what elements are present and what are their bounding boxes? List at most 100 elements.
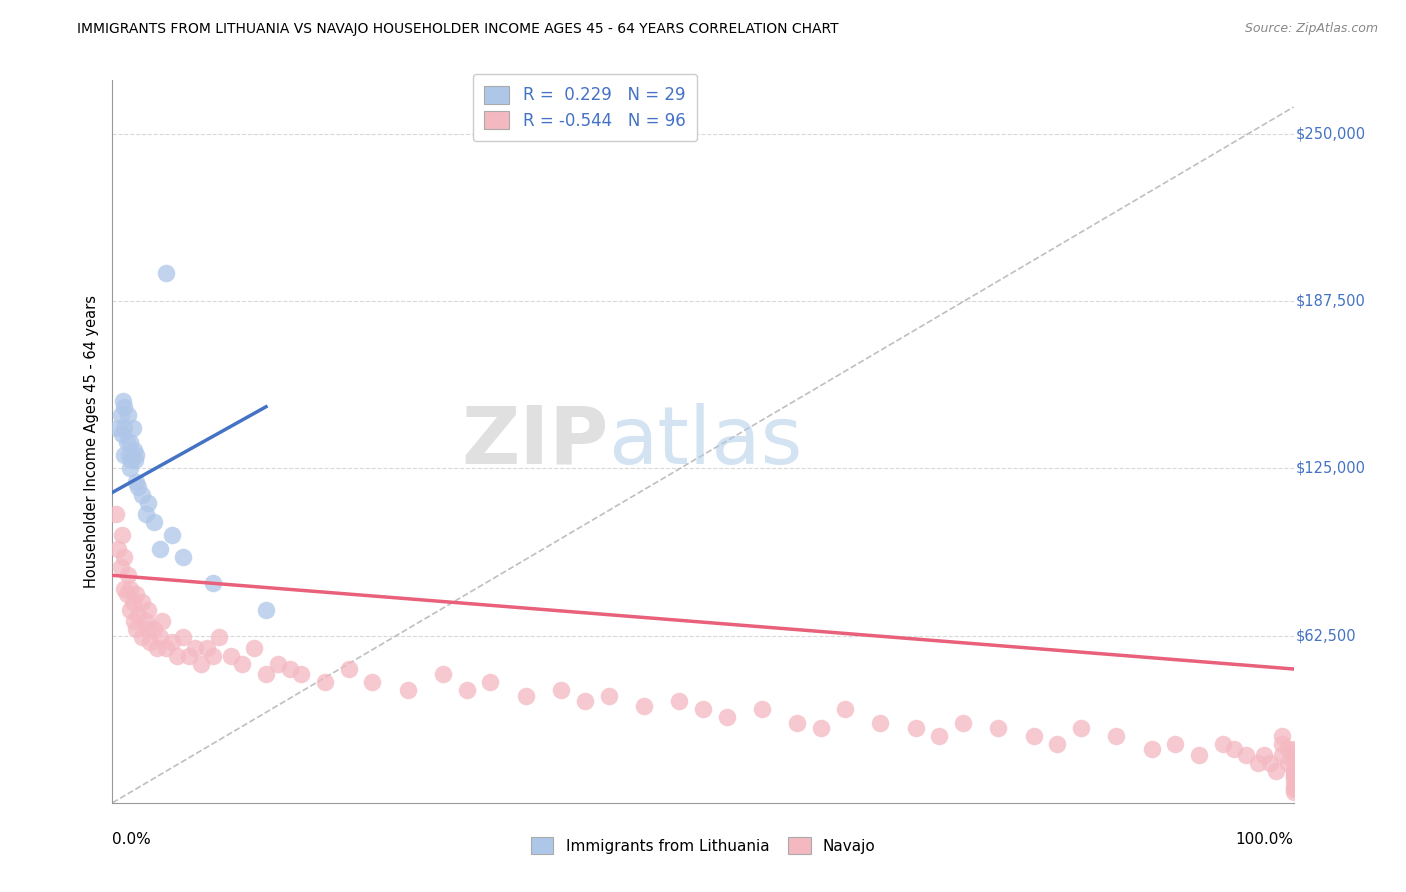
Point <box>120 603 142 617</box>
Point <box>1282 785 1305 799</box>
Point <box>633 699 655 714</box>
Point <box>1282 774 1305 789</box>
Point <box>121 421 143 435</box>
Text: IMMIGRANTS FROM LITHUANIA VS NAVAJO HOUSEHOLDER INCOME AGES 45 - 64 YEARS CORREL: IMMIGRANTS FROM LITHUANIA VS NAVAJO HOUS… <box>77 22 839 37</box>
Point <box>142 515 165 529</box>
Point <box>115 587 138 601</box>
Point <box>107 421 129 435</box>
Point <box>254 603 277 617</box>
Point <box>160 528 183 542</box>
Point <box>550 683 572 698</box>
Text: $125,000: $125,000 <box>1296 461 1365 475</box>
Point <box>135 507 157 521</box>
Point <box>751 702 773 716</box>
Point <box>1282 769 1305 783</box>
Point <box>160 635 183 649</box>
Point <box>172 549 194 564</box>
Point <box>869 715 891 730</box>
Legend: Immigrants from Lithuania, Navajo: Immigrants from Lithuania, Navajo <box>524 831 882 860</box>
Point <box>155 266 177 280</box>
Point <box>834 702 856 716</box>
Point <box>1282 769 1305 783</box>
Point <box>112 421 135 435</box>
Point <box>290 667 312 681</box>
Point <box>1140 742 1163 756</box>
Point <box>1277 742 1299 756</box>
Point <box>195 640 218 655</box>
Point <box>131 630 153 644</box>
Point <box>136 603 159 617</box>
Point <box>278 662 301 676</box>
Point <box>574 694 596 708</box>
Point <box>111 528 134 542</box>
Point <box>396 683 419 698</box>
Point <box>1271 737 1294 751</box>
Point <box>1070 721 1092 735</box>
Point <box>117 408 139 422</box>
Point <box>337 662 360 676</box>
Text: $250,000: $250,000 <box>1296 127 1367 141</box>
Point <box>120 453 142 467</box>
Point <box>142 622 165 636</box>
Point <box>136 622 159 636</box>
Point <box>112 549 135 564</box>
Text: $62,500: $62,500 <box>1296 628 1357 643</box>
Point <box>1282 782 1305 797</box>
Point <box>149 630 172 644</box>
Point <box>184 640 207 655</box>
Point <box>1247 756 1270 770</box>
Point <box>122 614 145 628</box>
Y-axis label: Householder Income Ages 45 - 64 years: Householder Income Ages 45 - 64 years <box>83 295 98 588</box>
Point <box>131 488 153 502</box>
Point <box>105 507 128 521</box>
Point <box>120 461 142 475</box>
Point <box>1188 747 1211 762</box>
Point <box>598 689 620 703</box>
Text: ZIP: ZIP <box>461 402 609 481</box>
Point <box>122 442 145 457</box>
Point <box>131 595 153 609</box>
Point <box>135 614 157 628</box>
Point <box>172 630 194 644</box>
Point <box>1234 747 1257 762</box>
Point <box>1277 756 1299 770</box>
Point <box>716 710 738 724</box>
Point <box>155 640 177 655</box>
Point <box>150 614 173 628</box>
Point <box>110 560 132 574</box>
Point <box>786 715 808 730</box>
Text: 100.0%: 100.0% <box>1236 831 1294 847</box>
Point <box>124 453 146 467</box>
Point <box>987 721 1010 735</box>
Point <box>479 675 502 690</box>
Point <box>146 640 169 655</box>
Point <box>314 675 336 690</box>
Point <box>361 675 384 690</box>
Point <box>118 448 141 462</box>
Point <box>117 568 139 582</box>
Point <box>254 667 277 681</box>
Text: 0.0%: 0.0% <box>112 831 152 847</box>
Point <box>432 667 454 681</box>
Point <box>121 595 143 609</box>
Point <box>201 576 224 591</box>
Point <box>810 721 832 735</box>
Point <box>1022 729 1045 743</box>
Point <box>1282 780 1305 794</box>
Point <box>125 475 148 489</box>
Point <box>692 702 714 716</box>
Point <box>456 683 478 698</box>
Point <box>1223 742 1246 756</box>
Point <box>149 541 172 556</box>
Point <box>1264 764 1286 778</box>
Point <box>139 635 162 649</box>
Point <box>904 721 927 735</box>
Point <box>1258 756 1281 770</box>
Point <box>112 448 135 462</box>
Point <box>125 587 148 601</box>
Point <box>243 640 266 655</box>
Point <box>1164 737 1187 751</box>
Point <box>201 648 224 663</box>
Point <box>231 657 253 671</box>
Point <box>1046 737 1069 751</box>
